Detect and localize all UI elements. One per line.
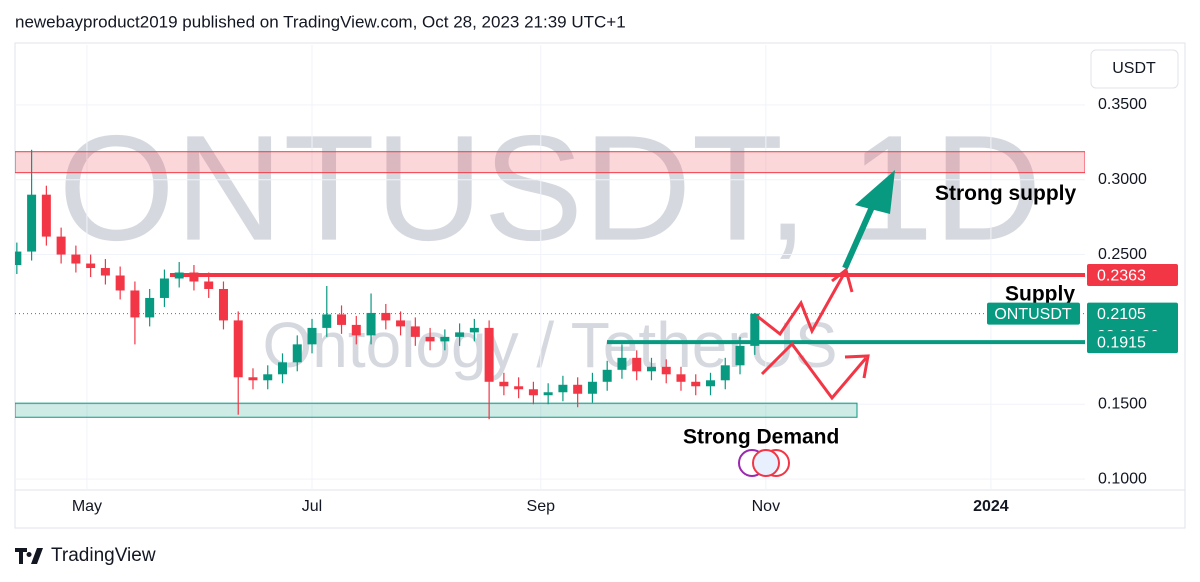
candle-body: [189, 272, 199, 282]
annotation: Strong Demand: [683, 426, 839, 449]
attribution: newebayproduct2019 published on TradingV…: [15, 12, 626, 31]
candle-body: [56, 236, 66, 255]
candle-body: [646, 366, 656, 372]
currency[interactable]: USDT: [1112, 60, 1156, 77]
candle-body: [292, 344, 302, 363]
x-tick-label: Nov: [752, 498, 780, 515]
annotation: Strong supply: [935, 182, 1076, 205]
candle-body: [174, 272, 184, 279]
candle-body: [455, 332, 465, 337]
candle-body: [528, 389, 538, 396]
price-label: 0.2105: [1097, 306, 1146, 323]
zone: [15, 402, 858, 418]
candle-body: [86, 263, 96, 269]
candle-body: [204, 281, 214, 289]
y-tick-label: 0.1500: [1098, 395, 1147, 412]
candle-body: [706, 380, 715, 387]
y-tick-label: 0.3000: [1098, 171, 1147, 188]
projection-path: [756, 271, 847, 337]
candle-body: [750, 313, 760, 346]
candle-body: [396, 320, 406, 327]
candle-body: [425, 336, 435, 342]
arrow-head: [855, 170, 895, 214]
watermark-subtitle: Ontology / TetherUS: [262, 309, 837, 381]
symbol-label-box: [987, 302, 1080, 325]
candle-body: [218, 288, 228, 321]
price-label: 0.2363: [1097, 267, 1146, 284]
candle-body: [278, 362, 287, 375]
x-tick-label: May: [72, 498, 102, 515]
candle-body: [587, 381, 597, 394]
candle-body: [543, 392, 553, 396]
candle-body: [661, 366, 671, 375]
plot-area: ONTUSDT, 1D Ontology / TetherUS Strong sup…: [15, 45, 1085, 490]
candle-body: [691, 381, 701, 387]
price-label: 0.1915: [1097, 334, 1146, 351]
projection-path: [760, 341, 868, 401]
candle-body: [337, 314, 347, 325]
watermark: ONTUSDT, 1D: [58, 104, 1041, 272]
arrow-head: [844, 354, 870, 379]
candle-body: [115, 275, 125, 291]
x-tick-label: Sep: [527, 498, 556, 515]
target-arrow: [842, 205, 875, 270]
candle-body: [720, 365, 730, 381]
candle-body: [100, 268, 110, 276]
event-icon[interactable]: [752, 449, 780, 477]
zone: [15, 151, 1085, 174]
candle-body: [514, 386, 524, 390]
footer-logo: [15, 548, 43, 564]
candle-body: [558, 384, 568, 393]
candle-body: [410, 326, 420, 337]
candle-body: [159, 278, 169, 298]
candle-body: [351, 324, 361, 336]
annotation: Supply: [1005, 283, 1075, 306]
candle-body: [602, 369, 612, 382]
drawings: [738, 170, 895, 477]
candle-body: [322, 314, 332, 328]
chart-frame: [14, 42, 1186, 529]
candle-body: [307, 327, 317, 345]
candle-body: [366, 312, 376, 336]
x-tick-label: 2024: [973, 498, 1009, 515]
candle-body: [632, 357, 642, 372]
candle-body: [381, 312, 391, 321]
candle-body: [263, 374, 273, 381]
candle-body: [71, 254, 81, 264]
price-label-box: [1087, 331, 1178, 354]
y-tick-label: 0.1000: [1098, 470, 1147, 487]
candle-body: [130, 290, 140, 318]
candle-body: [440, 336, 450, 342]
arrow-head: [831, 267, 854, 293]
candle-body: [469, 327, 479, 333]
footer: TradingView: [51, 545, 156, 566]
candle-body: [499, 381, 509, 387]
candle-body: [573, 384, 583, 394]
candle-body: [676, 374, 686, 382]
candle-body: [248, 377, 258, 381]
candle-body: [735, 345, 745, 366]
logo-mark: [15, 548, 43, 564]
symbol-label: ONTUSDT: [994, 306, 1072, 323]
y-tick-label: 0.2500: [1098, 246, 1147, 263]
y-tick-label: 0.3500: [1098, 96, 1147, 113]
candle-body: [484, 327, 494, 382]
candle-body: [233, 320, 243, 378]
candle-body: [15, 251, 22, 266]
currency-button[interactable]: [1090, 49, 1179, 89]
candle-body: [27, 194, 37, 252]
candle-body: [41, 194, 51, 237]
price-label-box: [1087, 264, 1178, 287]
candle-body: [617, 357, 627, 370]
x-tick-label: Jul: [302, 498, 322, 515]
candle-body: [145, 297, 155, 318]
